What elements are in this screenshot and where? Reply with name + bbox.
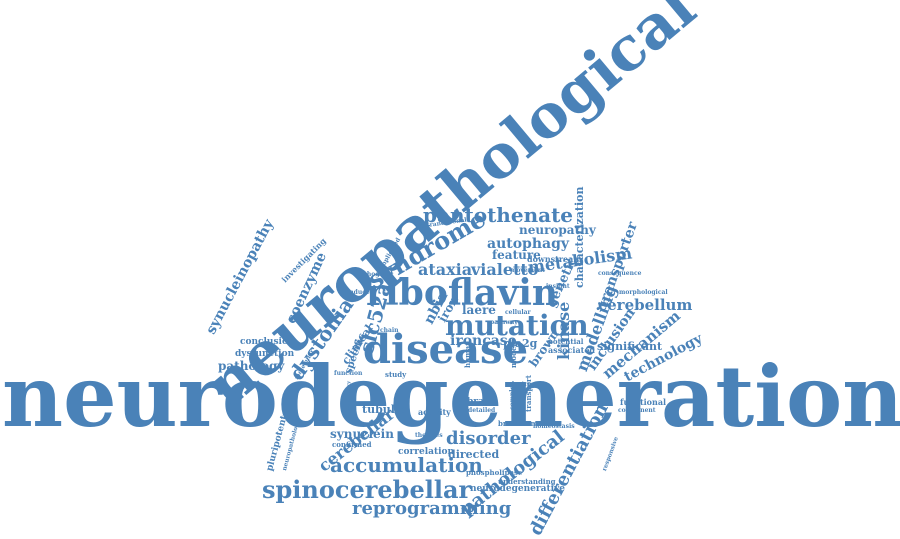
- word-significant: significant: [597, 340, 663, 353]
- word-study: study: [385, 370, 407, 379]
- word-pathway: pathway: [490, 319, 518, 326]
- word-electron: electron: [508, 381, 536, 388]
- word-confirmed: confirmed: [332, 440, 372, 449]
- word-human: human: [463, 340, 472, 368]
- word-insight: insight: [546, 283, 570, 290]
- word-conclusion: conclusion: [240, 337, 295, 347]
- word-component: component: [618, 407, 656, 414]
- word-model: model: [509, 343, 518, 368]
- word-pantothenate: pantothenate: [423, 203, 574, 227]
- word-accumulation: accumulation: [330, 453, 483, 477]
- word-potential: potential: [548, 337, 584, 346]
- word-tubulin: tubulin: [362, 403, 408, 416]
- word-detailed: detailed: [468, 407, 496, 414]
- word-brainstem: brainstem: [498, 419, 538, 428]
- word-theories: theories: [415, 432, 443, 439]
- word-downstream: downstream: [527, 254, 582, 264]
- word-feature: feature: [492, 248, 541, 262]
- word-function: function: [334, 370, 363, 377]
- word-riboflavin: riboflavin: [366, 272, 559, 314]
- word-chain: chain: [380, 327, 399, 334]
- word-laere: laere: [462, 303, 496, 317]
- word-associated: associated: [548, 345, 595, 355]
- word-directed: directed: [448, 448, 500, 461]
- word-induced: induced: [347, 289, 374, 296]
- word-neurodegenerative: neurodegenerative: [470, 484, 565, 494]
- word-dysfunction: dysfunction: [235, 349, 295, 359]
- word-disorder: disorder: [446, 428, 531, 449]
- word-activity: activity: [418, 407, 451, 417]
- word-respiratory: respiratory: [346, 380, 352, 412]
- word-pathogenic: pathogenic: [356, 271, 394, 278]
- word-synuclein: synuclein: [330, 427, 394, 441]
- word-disease: disease: [363, 326, 529, 373]
- word-cellular: cellular: [505, 309, 531, 316]
- word-correlation: correlation: [398, 447, 455, 457]
- word-understanding: understanding: [498, 477, 556, 486]
- word-consequence: consequence: [598, 270, 642, 277]
- word-neuropathy: neuropathy: [519, 223, 596, 237]
- word-characterization: characterization: [573, 186, 586, 288]
- word-morphological: morphological: [619, 289, 668, 296]
- word-pla2g: pla2g: [503, 337, 538, 350]
- word-spinocerebellar: spinocerebellar: [262, 475, 472, 504]
- word-mutation: mutation: [445, 309, 589, 342]
- word-neurodegeneration: neurodegeneration: [2, 347, 900, 446]
- word-ataxia: ataxia: [418, 260, 473, 279]
- word-functional: functional: [620, 397, 667, 407]
- word-phospholipase: phospholipase: [466, 468, 523, 477]
- word-movement: movement: [510, 267, 545, 274]
- word-brain: brain: [467, 397, 494, 407]
- word-pathology: pathology: [218, 359, 285, 373]
- word-cerebellum: cerebellum: [598, 296, 693, 314]
- word-autophagy: autophagy: [487, 236, 570, 252]
- word-vialetto: vialetto: [471, 260, 539, 279]
- word-homeostasis: homeostasis: [533, 423, 575, 430]
- word-reprogramming: reprogramming: [352, 498, 512, 519]
- word-ironcase: ironcase: [450, 333, 517, 349]
